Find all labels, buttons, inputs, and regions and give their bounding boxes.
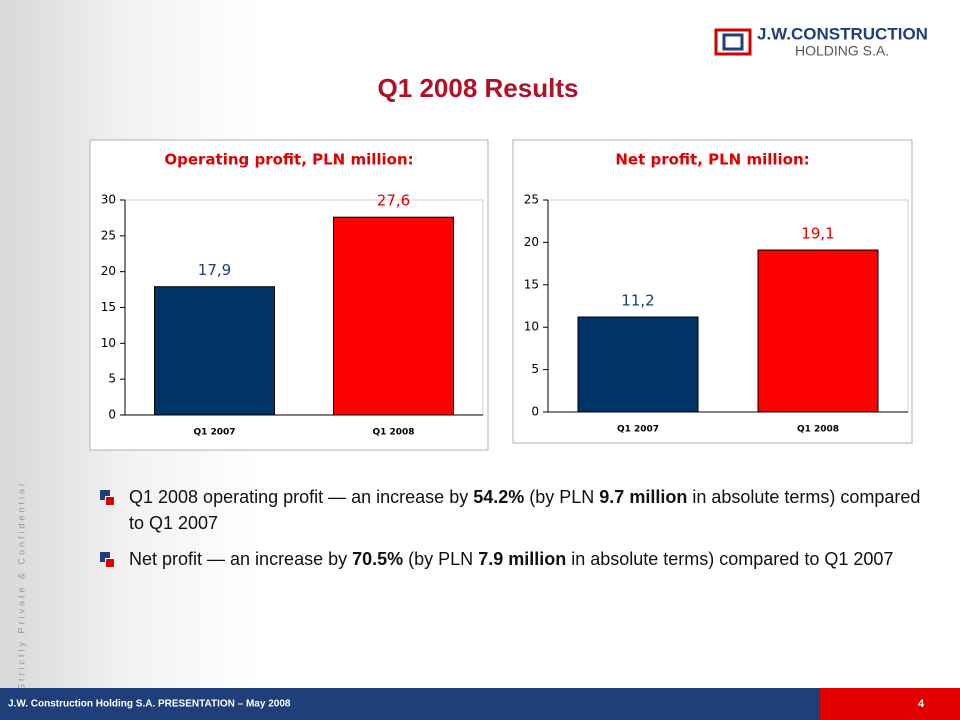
logo-mark [722,33,744,51]
logo-mark [714,28,752,56]
y-tick-label: 10 [101,336,116,350]
y-tick-label: 15 [524,277,539,291]
x-tick-label: Q1 2008 [797,425,839,435]
bullet-text: 70.5% [352,549,404,569]
chart-title: Operating profit, PLN million: [164,151,413,169]
value-label: 27,6 [377,192,410,210]
chart-title: Net profit, PLN million: [615,151,809,169]
bullet-icon [100,552,115,568]
bullet-text: 54.2% [473,487,525,507]
value-label: 17,9 [198,261,231,279]
bullet-text: Net profit — an increase by [129,549,353,569]
footer-bar [0,688,960,720]
y-tick-label: 25 [524,193,539,207]
slide-title: Q1 2008 Results [378,73,579,103]
bullet-text: (by PLN [524,487,600,507]
bar [577,316,699,413]
bullet-text: Q1 2008 operating profit — an increase b… [129,487,474,507]
bullet-icon [100,490,115,506]
y-tick-label: 20 [101,264,116,278]
bullet-text: in absolute terms) compared to Q1 2007 [566,549,894,569]
bullet: Q1 2008 operating profit — an increase b… [100,484,930,536]
bar [757,249,879,413]
bullet-text: (by PLN [403,549,479,569]
footer-text: J.W. Construction Holding S.A. PRESENTAT… [8,699,291,710]
page-number: 4 [918,698,925,710]
y-tick-label: 25 [101,228,116,242]
y-tick-label: 30 [101,193,116,207]
bar [154,286,275,416]
logo-name: J.W.CONSTRUCTION [757,24,928,43]
logo-subname: HOLDING S.A. [795,43,889,59]
confidential-note: Strictly Private & Confidential [16,481,26,690]
footer-accent [820,688,960,720]
x-tick-label: Q1 2007 [193,428,235,438]
bullet-list: Q1 2008 operating profit — an increase b… [100,484,930,582]
y-tick-label: 15 [101,300,116,314]
y-tick-label: 10 [524,320,539,334]
y-tick-label: 0 [531,405,539,419]
value-label: 11,2 [621,292,654,310]
x-tick-label: Q1 2008 [372,428,414,438]
bar [333,216,454,416]
bullet-text: 9.7 million [599,487,688,507]
y-tick-label: 5 [108,372,116,386]
bullet-text: in absolute terms) compared to Q1 2007 [129,487,921,533]
bullet: Net profit — an increase by 70.5% (by PL… [100,546,930,572]
y-tick-label: 20 [524,235,539,249]
y-tick-label: 0 [108,408,116,422]
bullet-text: 7.9 million [478,549,567,569]
value-label: 19,1 [801,225,834,243]
y-tick-label: 5 [531,362,539,376]
x-tick-label: Q1 2007 [617,425,659,435]
